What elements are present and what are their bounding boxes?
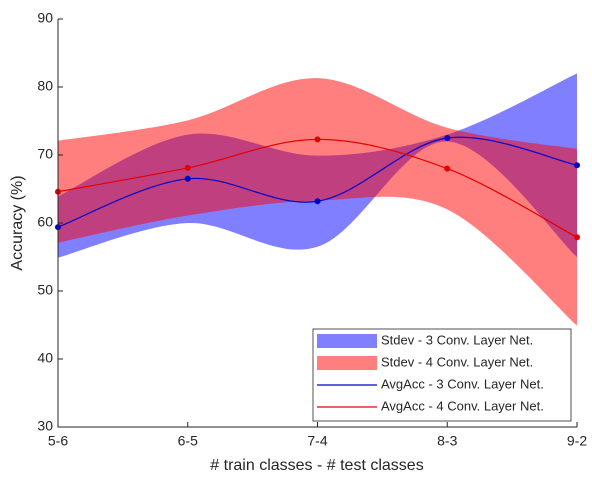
x-tick-label: 6-5 [178, 433, 198, 449]
y-tick-label: 40 [37, 350, 53, 366]
legend-label: AvgAcc - 3 Conv. Layer Net. [381, 376, 544, 391]
point [574, 162, 580, 169]
x-tick-label: 5-6 [48, 433, 68, 449]
legend: Stdev - 3 Conv. Layer Net. Stdev - 4 Conv… [312, 328, 572, 422]
point [574, 234, 580, 241]
legend-label: AvgAcc - 4 Conv. Layer Net. [381, 398, 544, 413]
legend-patch [317, 334, 377, 348]
y-tick-label: 60 [37, 214, 53, 230]
y-tick-label: 90 [37, 10, 53, 26]
point [184, 175, 191, 182]
y-tick-label: 70 [37, 146, 53, 162]
x-axis-label: # train classes - # test classes [210, 457, 423, 474]
y-tick-label: 50 [37, 282, 53, 298]
point [184, 164, 191, 171]
legend-label: Stdev - 4 Conv. Layer Net. [381, 354, 533, 369]
y-tick-label: 80 [37, 78, 53, 94]
x-tick-label: 7-4 [307, 433, 327, 449]
y-tick-label: 30 [37, 418, 53, 434]
x-tick-label: 9-2 [567, 433, 587, 449]
point [444, 135, 451, 141]
point [444, 165, 451, 172]
x-tick-label: 8-3 [437, 433, 457, 449]
point [314, 136, 321, 143]
legend-label: Stdev - 3 Conv. Layer Net. [381, 332, 533, 347]
legend-patch [317, 356, 377, 370]
point [314, 198, 321, 205]
y-axis-label: Accuracy (%) [9, 175, 26, 270]
